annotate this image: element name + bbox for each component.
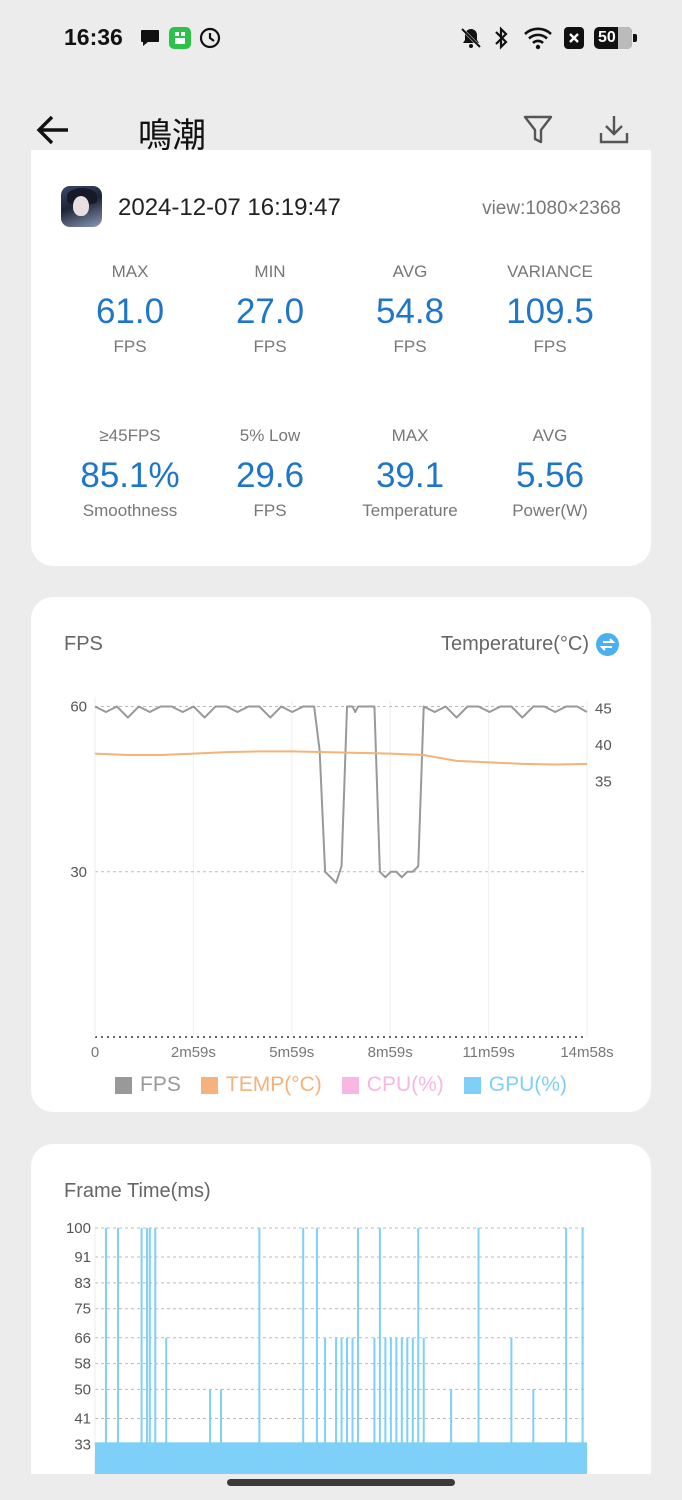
filter-button[interactable]: [518, 108, 558, 152]
page-title: 鳴潮: [138, 116, 206, 156]
legend-swatch: [341, 1076, 359, 1094]
stat-smoothness: ≥45FPS 85.1% Smoothness: [55, 426, 205, 521]
bell-off-icon: [458, 25, 484, 51]
stat-value: 27.0: [235, 292, 305, 331]
y-tick-label: 41: [74, 1410, 91, 1427]
download-button[interactable]: [592, 106, 636, 152]
y-tick-label: 91: [74, 1249, 91, 1266]
fps-series-line: [94, 705, 588, 884]
legend-label: CPU(%): [366, 1073, 444, 1096]
stat-max-temperature: MAX 39.1 Temperature: [335, 426, 485, 521]
stat-unit: FPS: [113, 337, 147, 356]
legend-label: TEMP(°C): [225, 1073, 322, 1096]
status-bar: 16:36 50: [0, 0, 682, 78]
frametime-title: Frame Time(ms): [64, 1180, 211, 1202]
stat-avg-fps: AVG 54.8 FPS: [335, 262, 485, 357]
download-icon: [599, 116, 629, 144]
stat-value: 85.1%: [80, 456, 180, 495]
y-tick-label: 33: [74, 1436, 91, 1453]
stat-min-fps: MIN 27.0 FPS: [195, 262, 345, 357]
clock-icon: [198, 25, 222, 51]
y-tick-label: 83: [74, 1275, 91, 1292]
fps-chart-card: FPS Temperature(°C) 0 2m59s 5m59s 8m59s 11m5…: [31, 597, 651, 1112]
fps-chart-legend: FPS TEMP(°C) CPU(%) GPU(%): [31, 1073, 651, 1097]
y-tick-label: 100: [66, 1220, 91, 1237]
stat-label: VARIANCE: [507, 262, 593, 281]
stat-unit: Smoothness: [82, 501, 178, 520]
arrow-left-icon: [36, 115, 68, 145]
fps-axis-title: FPS: [64, 633, 103, 655]
battery-level: 50: [598, 29, 616, 46]
bluetooth-icon: [490, 25, 512, 51]
y-tick-label: 58: [74, 1356, 91, 1373]
y-tick-label: 75: [74, 1301, 91, 1318]
stat-unit: Power(W): [512, 501, 588, 520]
close-box-icon: [562, 25, 586, 51]
x-tick-label: 0: [91, 1044, 99, 1061]
game-avatar: [61, 186, 102, 227]
temperature-series-line: [94, 750, 588, 766]
frametime-chart: 100 91 83 75 66 58 50 41 33: [66, 1220, 587, 1474]
stat-value: 109.5: [506, 292, 594, 331]
stat-unit: FPS: [253, 337, 287, 356]
legend-swatch: [463, 1076, 481, 1094]
chat-icon: [138, 25, 162, 51]
filter-icon: [523, 115, 553, 144]
x-tick-label: 5m59s: [269, 1044, 314, 1061]
x-tick-label: 8m59s: [368, 1044, 413, 1061]
session-datetime: 2024-12-07 16:19:47: [118, 194, 341, 221]
stat-value: 29.6: [235, 456, 305, 495]
stat-unit: FPS: [393, 337, 427, 356]
stat-unit: Temperature: [362, 501, 458, 520]
y-right-tick-label: 40: [595, 737, 612, 754]
frametime-chart-card: Frame Time(ms) 100 91 83 75 66 58 50 41 33: [31, 1144, 651, 1474]
stat-value: 5.56: [515, 456, 585, 495]
stat-5pct-low: 5% Low 29.6 FPS: [195, 426, 345, 521]
summary-card: 2024-12-07 16:19:47 view:1080×2368 MAX 6…: [31, 150, 651, 566]
stat-label: AVG: [392, 262, 428, 281]
stat-max-fps: MAX 61.0 FPS: [55, 262, 205, 357]
stat-value: 54.8: [375, 292, 445, 331]
status-time: 16:36: [64, 24, 123, 50]
legend-cpu[interactable]: CPU(%): [341, 1073, 444, 1097]
stat-label: ≥45FPS: [99, 426, 161, 445]
stat-label: MAX: [111, 262, 149, 281]
legend-label: FPS: [140, 1073, 181, 1096]
y-left-tick-label: 30: [70, 864, 87, 881]
x-tick-label: 11m59s: [462, 1044, 514, 1061]
stat-value: 39.1: [375, 456, 445, 495]
legend-fps[interactable]: FPS: [115, 1073, 181, 1097]
swap-vertical-icon[interactable]: [596, 633, 619, 656]
legend-gpu[interactable]: GPU(%): [463, 1073, 567, 1097]
stat-label: MAX: [391, 426, 429, 445]
legend-swatch: [115, 1076, 133, 1094]
temperature-axis-title: Temperature(°C): [440, 633, 589, 655]
x-tick-label: 2m59s: [171, 1044, 216, 1061]
stat-value: 61.0: [95, 292, 165, 331]
y-right-tick-label: 35: [595, 773, 612, 790]
x-tick-label: 14m58s: [560, 1044, 613, 1061]
stat-unit: FPS: [253, 501, 287, 520]
legend-temp[interactable]: TEMP(°C): [200, 1073, 322, 1097]
y-tick-label: 66: [74, 1330, 91, 1347]
y-right-tick-label: 45: [595, 700, 612, 717]
view-resolution: view:1080×2368: [482, 198, 621, 219]
legend-swatch: [200, 1076, 218, 1094]
stat-avg-power: AVG 5.56 Power(W): [475, 426, 625, 521]
back-button[interactable]: [30, 108, 76, 152]
app-bar: 鳴潮: [0, 90, 682, 170]
wifi-icon: [522, 25, 554, 51]
y-tick-label: 50: [74, 1381, 91, 1398]
battery-icon: 50: [594, 27, 637, 49]
stat-label: AVG: [532, 426, 568, 445]
fps-chart: 0 2m59s 5m59s 8m59s 11m59s 14m58s 60 30 45 40 35: [70, 697, 614, 1061]
stat-label: MIN: [254, 262, 286, 281]
stat-label: 5% Low: [239, 426, 301, 445]
stat-unit: FPS: [533, 337, 567, 356]
stat-variance: VARIANCE 109.5 FPS: [475, 262, 625, 357]
y-left-tick-label: 60: [70, 699, 87, 716]
legend-label: GPU(%): [488, 1073, 567, 1096]
app-badge-icon: [168, 25, 192, 51]
home-indicator[interactable]: [227, 1479, 455, 1486]
